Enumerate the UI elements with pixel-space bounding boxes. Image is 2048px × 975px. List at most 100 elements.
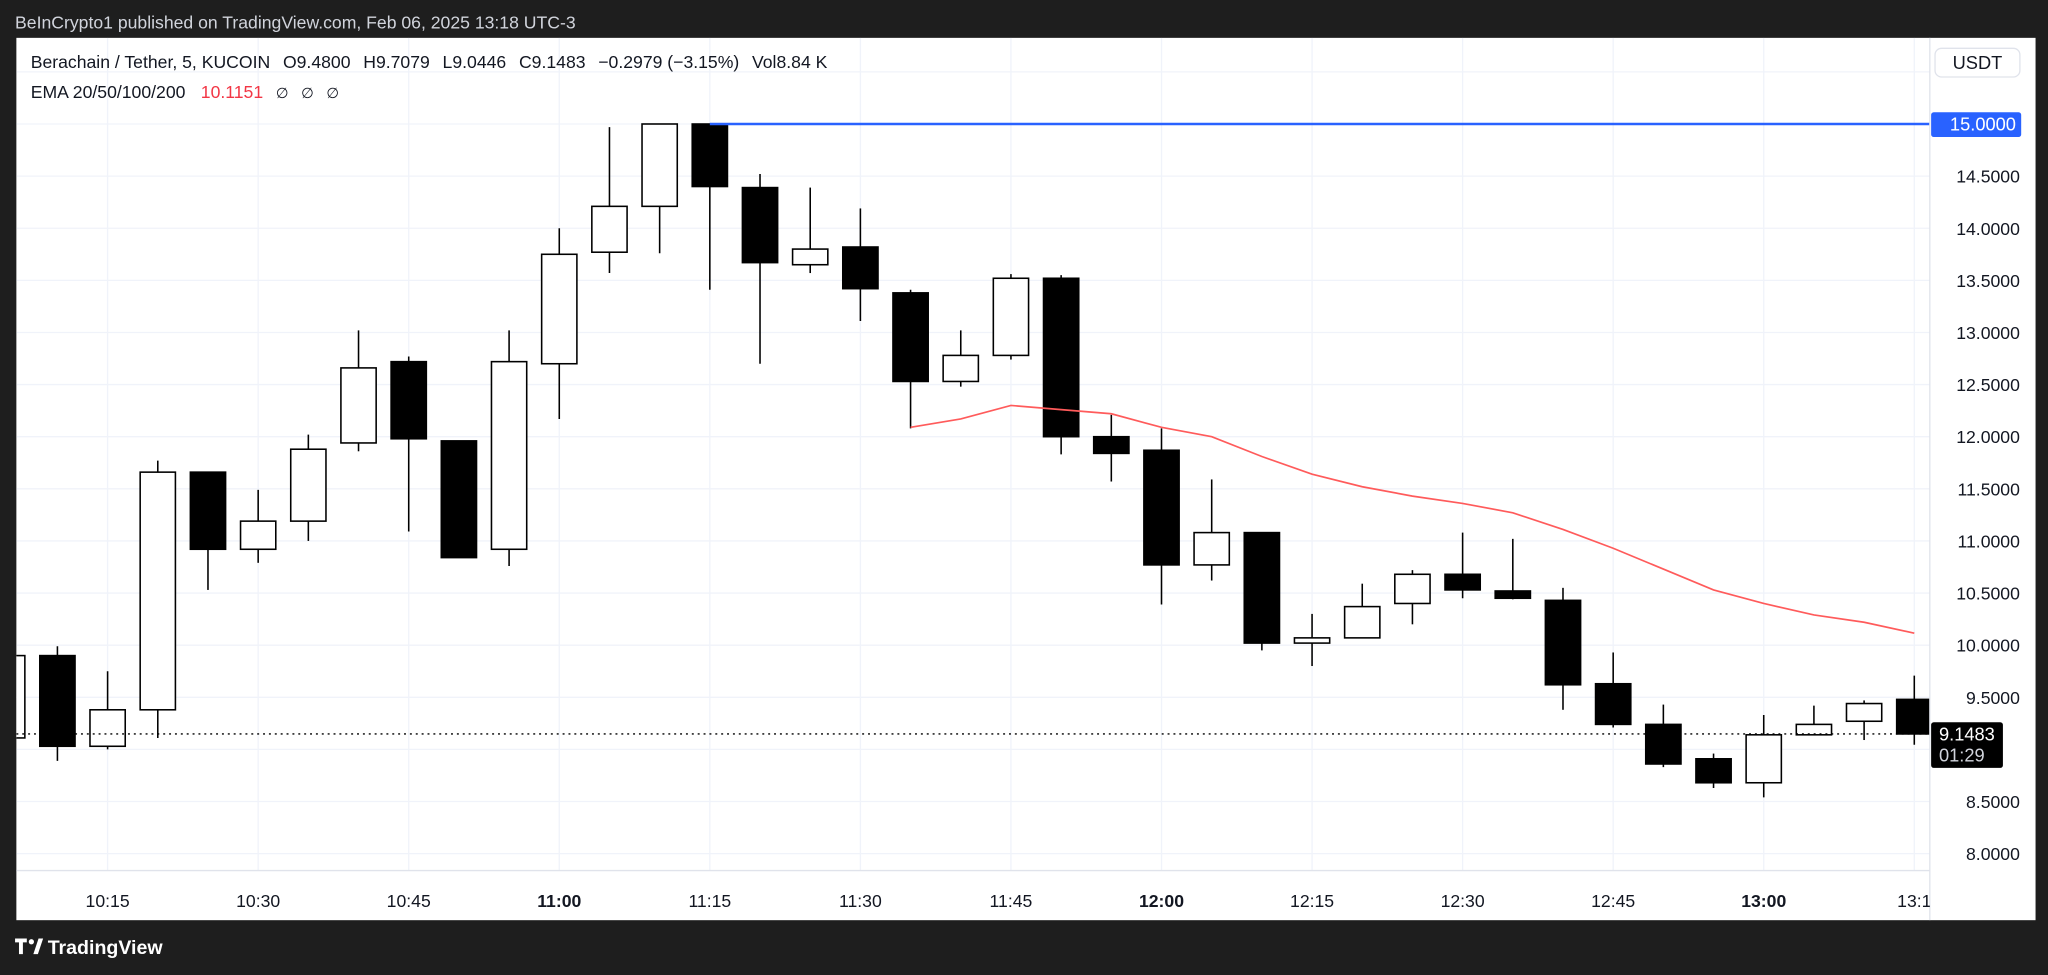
candle-body [390, 360, 428, 440]
candle-10:15 [89, 671, 127, 750]
ema-20-line [910, 404, 1915, 635]
candle-12:50 [1644, 704, 1682, 768]
candle-body [139, 471, 177, 711]
candle-11:45 [992, 274, 1030, 360]
candle-10:25 [189, 471, 227, 590]
plot-area[interactable] [0, 122, 1932, 798]
candle-body [1594, 682, 1632, 726]
candle-body [1293, 637, 1331, 644]
candle-body [490, 360, 528, 551]
time-tick-label: 12:30 [1441, 891, 1485, 911]
candle-body [1193, 531, 1231, 566]
symbol-name[interactable]: Berachain / Tether, 5, KUCOIN [31, 52, 270, 72]
candle-body [892, 292, 929, 383]
candle-body [1695, 758, 1732, 784]
volume: Vol8.84 K [752, 52, 828, 72]
candle-11:00 [540, 228, 578, 419]
candle-body [189, 471, 227, 551]
candle-body [992, 277, 1030, 357]
legend-line-1: Berachain / Tether, 5, KUCOIN O9.4800 H9… [31, 52, 828, 72]
price-tick-label: 13.5000 [1956, 271, 2020, 291]
price-tick-label: 14.0000 [1956, 219, 2020, 239]
ema-na-2: ∅ [301, 86, 314, 102]
candle-body [1343, 605, 1381, 639]
price-axis[interactable]: 14.5000 14.0000 13.5000 13.0000 12.5000 12.00… [1931, 112, 2022, 864]
candle-12:55 [1695, 753, 1732, 788]
candle-13:10 [1845, 700, 1883, 741]
candle-body [39, 654, 76, 748]
candle-12:25 [1394, 570, 1431, 625]
time-tick-label: 12:45 [1591, 891, 1635, 911]
ema-value: 10.1151 [201, 82, 263, 102]
candle-body [1243, 531, 1281, 644]
price-tick-label: 12.0000 [1956, 427, 2020, 447]
candle-body [1795, 723, 1833, 736]
candle-body [1845, 702, 1883, 723]
level-price-badge: 15.0000 [1931, 112, 2022, 138]
legend-line-2: EMA 20/50/100/200 10.1151 ∅ ∅ ∅ [31, 82, 339, 102]
last-price-badge-bg [1931, 722, 2003, 768]
candle-10:45 [390, 356, 428, 532]
candle-10:05 [16, 654, 26, 739]
time-tick-label: 11:30 [839, 891, 882, 911]
ema-indicator-label[interactable]: EMA 20/50/100/200 [31, 82, 186, 102]
candle-10:55 [490, 330, 528, 566]
time-tick-label: 13:1 [1897, 891, 1931, 911]
candle-body [340, 367, 377, 444]
candle-11:05 [591, 127, 628, 274]
candle-12:40 [1544, 587, 1582, 710]
candle-body [691, 123, 729, 188]
candle-10:10 [39, 646, 76, 761]
candle-10:30 [239, 489, 277, 563]
footer-brand[interactable]: TradingView [48, 937, 164, 959]
candle-body [16, 654, 26, 739]
time-tick-label: 10:45 [387, 891, 431, 911]
candle-body [1042, 277, 1080, 438]
level-badge-label: 15.0000 [1950, 114, 2016, 135]
candle-body [1544, 599, 1582, 686]
tradingview-logo-icon [15, 938, 44, 955]
candle-11:30 [841, 208, 879, 322]
candle-12:35 [1494, 538, 1532, 600]
candle-13:05 [1795, 705, 1833, 736]
candle-body [440, 440, 478, 559]
ohlc-close: C9.1483 [519, 52, 586, 72]
candle-11:55 [1092, 414, 1130, 482]
ohlc-open: O9.4800 [283, 52, 351, 72]
currency-button[interactable]: USDT [1934, 47, 2021, 78]
candle-11:10 [641, 123, 679, 254]
candle-body [791, 248, 829, 266]
time-tick-label: 13:00 [1741, 891, 1786, 911]
ema-na-1: ∅ [276, 86, 289, 102]
bar-countdown-label: 01:29 [1939, 744, 1985, 765]
time-tick-label: 10:30 [236, 891, 280, 911]
level-badge-bg [1931, 112, 2022, 138]
time-axis[interactable]: 10:15 10:30 10:45 11:00 11:15 11:30 11:45 12:00… [86, 891, 1932, 911]
candle-body [239, 520, 277, 551]
candle-12:20 [1343, 583, 1381, 639]
candle-12:05 [1193, 479, 1231, 581]
candle-body [1494, 590, 1532, 600]
price-tick-label: 8.5000 [1966, 792, 2020, 812]
ema-na-3: ∅ [326, 86, 339, 102]
price-tick-label: 8.0000 [1966, 844, 2020, 864]
candle-11:20 [741, 174, 779, 364]
candle-12:45 [1594, 652, 1632, 728]
time-tick-label: 11:45 [990, 891, 1033, 911]
price-tick-label: 14.5000 [1956, 167, 2020, 187]
time-tick-label: 12:00 [1139, 891, 1184, 911]
candle-body [89, 709, 127, 748]
price-tick-label: 12.5000 [1956, 375, 2020, 395]
candle-body [540, 253, 578, 365]
price-tick-label: 9.5000 [1966, 688, 2020, 708]
price-tick-label: 10.5000 [1956, 584, 2020, 604]
time-tick-label: 11:00 [537, 891, 581, 911]
candle-13:00 [1745, 715, 1783, 798]
candle-11:25 [791, 187, 829, 274]
time-tick-label: 11:15 [688, 891, 731, 911]
candle-body [1394, 573, 1431, 605]
currency-label: USDT [1953, 52, 2003, 73]
ohlc-high: H9.7079 [363, 52, 430, 72]
